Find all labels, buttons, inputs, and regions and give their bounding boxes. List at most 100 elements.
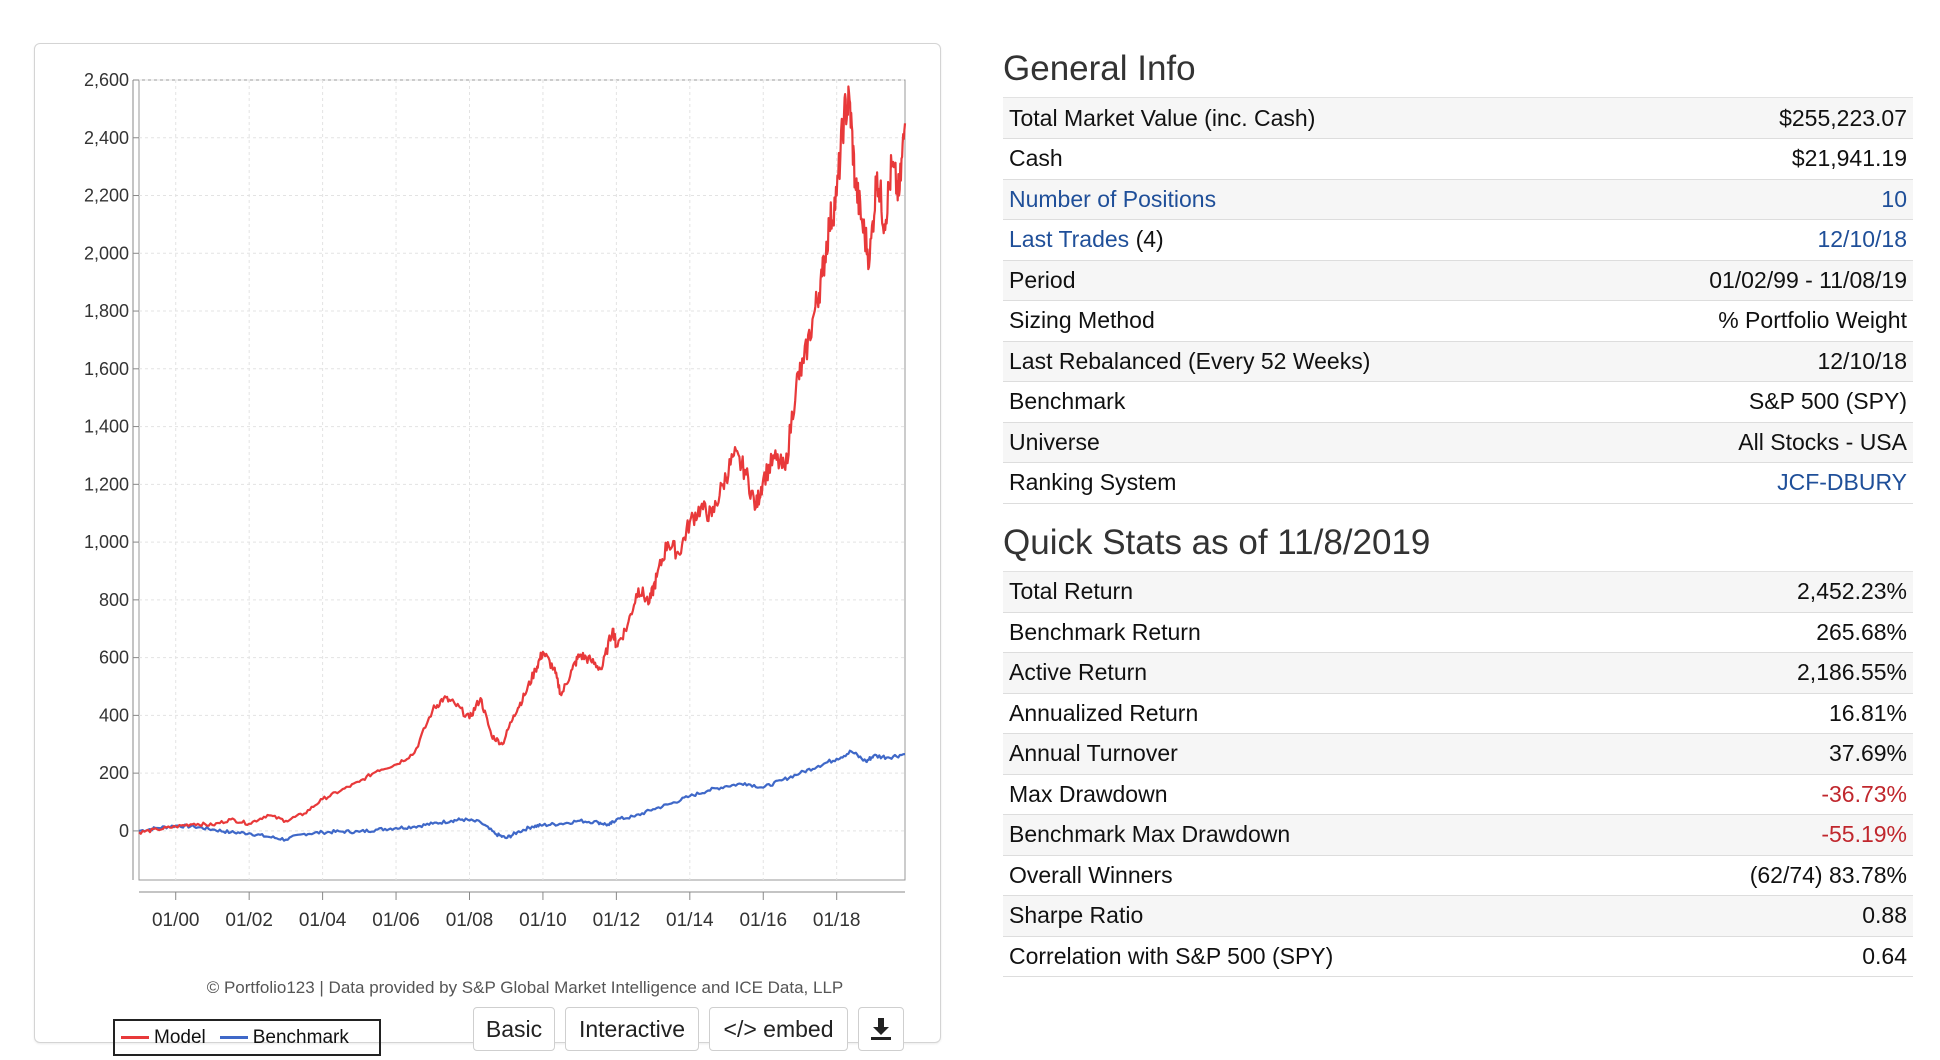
positions-count-link[interactable]: 10: [1881, 185, 1907, 212]
last-trades-link[interactable]: Last Trades: [1009, 226, 1130, 253]
general-info-table: Total Market Value (inc. Cash) $255,223.…: [1003, 98, 1913, 504]
x-tick-label: 01/04: [299, 910, 347, 931]
x-tick-label: 01/12: [593, 910, 641, 931]
table-row: Universe All Stocks - USA: [1003, 422, 1913, 463]
embed-button[interactable]: </> embed: [709, 1007, 848, 1051]
row-label: Active Return: [1009, 659, 1148, 686]
y-tick-label: 400: [99, 705, 129, 725]
x-tick-label: 01/16: [739, 910, 787, 931]
y-tick-label: 200: [99, 763, 129, 783]
row-value: S&P 500 (SPY): [1748, 388, 1907, 415]
row-label: Max Drawdown: [1009, 780, 1168, 807]
basic-button[interactable]: Basic: [473, 1007, 555, 1051]
row-label: Cash: [1009, 145, 1063, 172]
row-label: Benchmark: [1009, 388, 1126, 415]
x-tick-label: 01/06: [372, 910, 420, 931]
table-row: Active Return 2,186.55%: [1003, 652, 1913, 693]
row-value: 265.68%: [1816, 618, 1907, 645]
row-value: 0.88: [1862, 902, 1907, 929]
row-value: All Stocks - USA: [1738, 428, 1907, 455]
row-label: Universe: [1009, 428, 1100, 455]
quick-stats-table: Total Return 2,452.23% Benchmark Return …: [1003, 571, 1913, 978]
benchmark-max-drawdown-value: -55.19%: [1821, 821, 1907, 848]
table-row: Total Return 2,452.23%: [1003, 571, 1913, 612]
row-label: Overall Winners: [1009, 861, 1173, 888]
series-line-benchmark: [138, 749, 906, 842]
row-label: Benchmark Max Drawdown: [1009, 821, 1291, 848]
chart-credit: © Portfolio123 | Data provided by S&P Gl…: [206, 978, 844, 997]
table-row: Cash $21,941.19: [1003, 139, 1913, 179]
y-tick-label: 2,200: [84, 186, 129, 206]
chart-grid: [138, 79, 906, 881]
y-tick-label: 2,400: [84, 128, 129, 148]
table-row: Period 01/02/99 - 11/08/19: [1003, 260, 1913, 301]
legend-benchmark[interactable]: Benchmark: [219, 1026, 349, 1049]
row-value: $21,941.19: [1791, 145, 1907, 172]
row-label: Annual Turnover: [1009, 740, 1178, 767]
performance-chart: 2,600 2,400 2,200 2,000 1,800 1,600 1,400 1,200…: [84, 70, 907, 931]
y-tick-label: 1,400: [84, 417, 129, 437]
row-label: Sharpe Ratio: [1009, 902, 1144, 929]
table-row: Number of Positions 10: [1003, 179, 1913, 220]
y-tick-label: 2,600: [84, 70, 129, 90]
x-tick-label: 01/14: [666, 910, 714, 931]
last-trades-count: (4): [1135, 226, 1164, 253]
table-row: Overall Winners (62/74) 83.78%: [1003, 855, 1913, 896]
info-panel: General Info Total Market Value (inc. Ca…: [1003, 40, 1913, 977]
chart-panel: 2,600 2,400 2,200 2,000 1,800 1,600 1,400 1,200…: [34, 43, 941, 1056]
series-line-model: [138, 85, 907, 835]
table-row: Benchmark Return 265.68%: [1003, 612, 1913, 653]
y-tick-label: 800: [99, 590, 129, 610]
x-tick-label: 01/18: [813, 910, 861, 931]
table-row: Last Rebalanced (Every 52 Weeks) 12/10/1…: [1003, 341, 1913, 382]
x-tick-label: 01/00: [152, 910, 200, 931]
y-tick-label: 1,800: [84, 301, 129, 321]
general-info-title: General Info: [1003, 40, 1913, 98]
row-value: 12/10/18: [1817, 347, 1907, 374]
legend-benchmark-label: Benchmark: [252, 1026, 349, 1048]
ranking-system-link[interactable]: JCF-DBURY: [1777, 469, 1907, 496]
download-button[interactable]: [858, 1007, 904, 1051]
y-tick-label: 2,000: [84, 243, 129, 263]
quick-stats-title: Quick Stats as of 11/8/2019: [1003, 514, 1913, 572]
row-label: Sizing Method: [1009, 307, 1155, 334]
row-label: Annualized Return: [1009, 699, 1199, 726]
chart-series: [138, 85, 907, 842]
legend-model-label: Model: [154, 1026, 206, 1048]
row-label: Benchmark Return: [1009, 618, 1201, 645]
x-tick-label: 01/02: [225, 910, 273, 931]
row-label: Total Return: [1009, 578, 1134, 604]
row-label: Ranking System: [1009, 469, 1177, 496]
table-row: Sharpe Ratio 0.88: [1003, 895, 1913, 936]
row-label: Last Rebalanced (Every 52 Weeks): [1009, 347, 1371, 374]
legend-model-swatch: [121, 1036, 149, 1039]
interactive-button[interactable]: Interactive: [565, 1007, 699, 1051]
row-value: % Portfolio Weight: [1718, 307, 1907, 334]
x-tick-label: 01/08: [446, 910, 494, 931]
row-value: 16.81%: [1828, 699, 1907, 726]
last-trades-cell: Last Trades (4): [1003, 220, 1586, 261]
table-row: Benchmark Max Drawdown -55.19%: [1003, 814, 1913, 855]
row-label: Correlation with S&P 500 (SPY): [1009, 942, 1334, 969]
row-value: 2,186.55%: [1797, 659, 1907, 686]
table-row: Max Drawdown -36.73%: [1003, 774, 1913, 815]
table-row: Last Trades (4) 12/10/18: [1003, 220, 1913, 261]
positions-link[interactable]: Number of Positions: [1009, 185, 1217, 212]
table-row: Sizing Method % Portfolio Weight: [1003, 301, 1913, 341]
row-value: 01/02/99 - 11/08/19: [1709, 266, 1907, 293]
max-drawdown-value: -36.73%: [1821, 780, 1907, 807]
table-row: Correlation with S&P 500 (SPY) 0.64: [1003, 936, 1913, 977]
y-tick-label: 1,600: [84, 359, 129, 379]
chart-legend: Model Benchmark: [113, 1019, 381, 1056]
table-row: Annualized Return 16.81%: [1003, 693, 1913, 734]
legend-model[interactable]: Model: [121, 1027, 206, 1049]
y-tick-label: 600: [99, 648, 129, 668]
download-icon: [871, 1018, 891, 1040]
table-row: Annual Turnover 37.69%: [1003, 733, 1913, 774]
row-value: 0.64: [1862, 942, 1907, 969]
table-row: Total Market Value (inc. Cash) $255,223.…: [1003, 98, 1913, 139]
chart-axes: 2,600 2,400 2,200 2,000 1,800 1,600 1,400 1,200…: [84, 70, 905, 931]
last-trades-date-link[interactable]: 12/10/18: [1817, 226, 1907, 253]
y-tick-label: 1,200: [84, 474, 129, 494]
plot-area: [138, 79, 906, 881]
